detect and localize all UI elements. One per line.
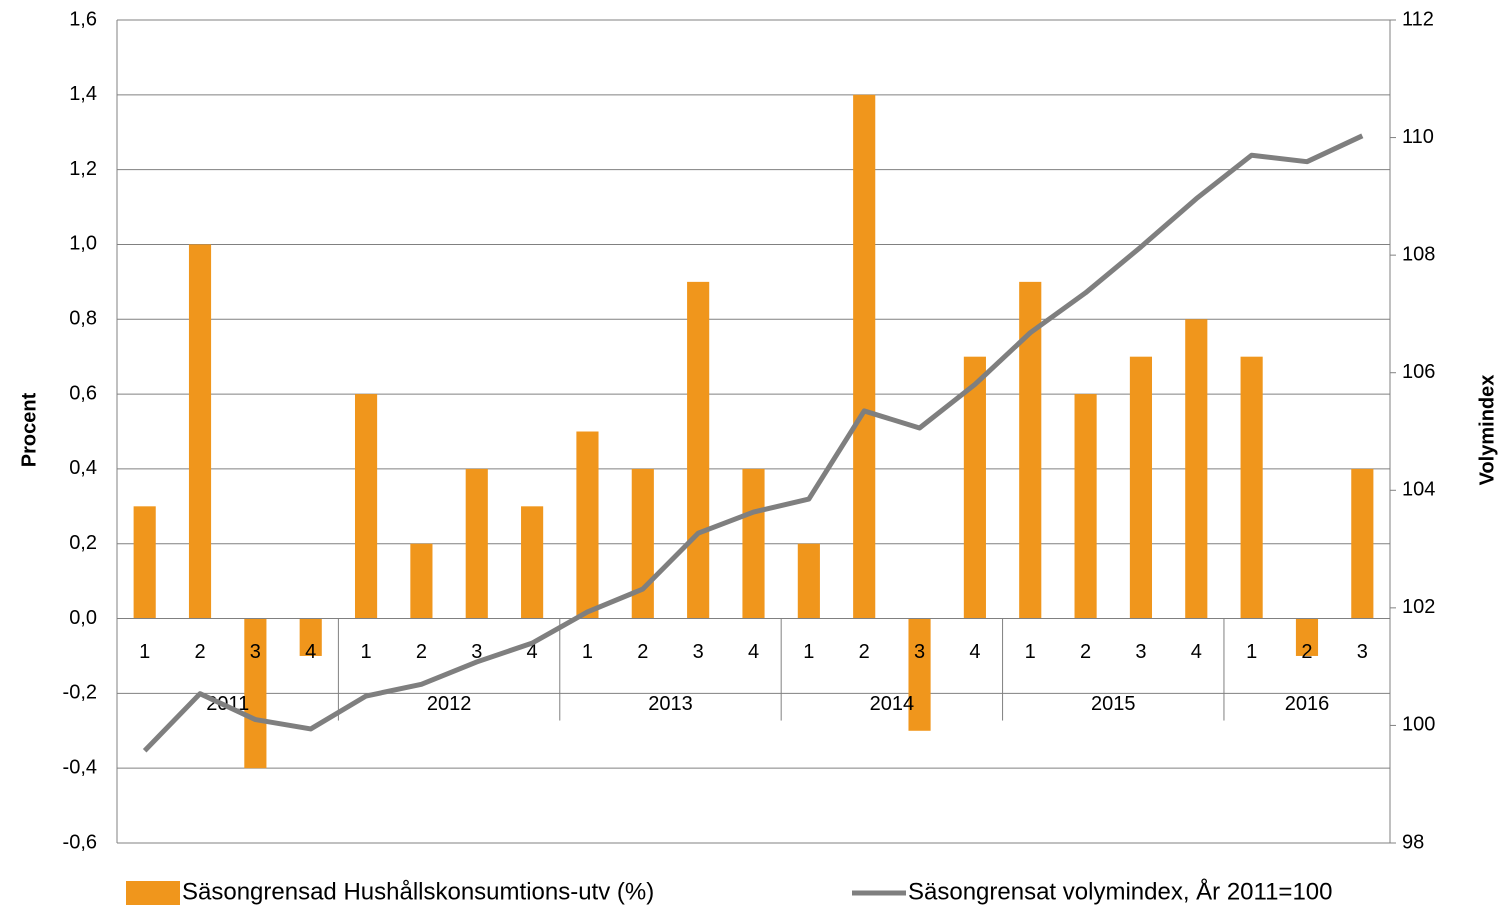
bar — [742, 468, 765, 619]
bar — [133, 506, 156, 619]
x-tick-label: 4 — [748, 641, 759, 663]
y-tick-label: 0,6 — [69, 382, 97, 404]
x-tick-label: 3 — [1135, 641, 1146, 663]
x-tick-label: 4 — [305, 641, 316, 663]
bar — [1019, 281, 1042, 619]
x-tick-label: 4 — [1191, 641, 1202, 663]
x-tick-label: 2 — [1080, 641, 1091, 663]
x-tick-label: 2 — [194, 641, 205, 663]
x-tick-label: 2 — [859, 641, 870, 663]
bar — [576, 431, 599, 619]
bar — [299, 618, 322, 656]
x-tick-label: 4 — [969, 641, 980, 663]
bar — [1185, 319, 1208, 619]
line — [142, 133, 1364, 753]
x-group-label: 2015 — [1091, 693, 1136, 715]
y-tick-label: -0,2 — [63, 682, 97, 704]
y-tick-label: 1,0 — [69, 233, 97, 255]
x-tick-label: 2 — [637, 641, 648, 663]
y2-tick-label: 110 — [1402, 126, 1434, 148]
y2-tick-label: 100 — [1402, 714, 1435, 736]
x-group-label: 2014 — [870, 693, 915, 715]
bar — [1240, 356, 1263, 619]
y-axis-title: Procent — [18, 392, 40, 467]
y2-axis-title: Volymindex — [1476, 375, 1498, 486]
bar — [410, 543, 433, 619]
x-tick-label: 1 — [803, 641, 814, 663]
bar — [797, 543, 820, 619]
bar — [631, 468, 654, 619]
x-tick-label: 3 — [250, 641, 261, 663]
x-tick-label: 1 — [1025, 641, 1036, 663]
y-tick-label: 1,2 — [69, 158, 97, 180]
x-group-label: 2016 — [1285, 693, 1330, 715]
bar — [1351, 468, 1374, 619]
bar — [1074, 394, 1097, 619]
x-tick-label: 1 — [1246, 641, 1257, 663]
bar — [354, 394, 378, 619]
x-tick-label: 3 — [693, 641, 704, 663]
bar — [908, 618, 931, 731]
bar — [465, 468, 488, 619]
x-tick-label: 1 — [582, 641, 593, 663]
bar — [687, 281, 710, 619]
x-tick-label: 2 — [416, 641, 427, 663]
x-tick-label: 1 — [139, 641, 150, 663]
bar — [1129, 356, 1153, 619]
x-tick-label: 3 — [471, 641, 482, 663]
x-tick-label: 1 — [361, 641, 372, 663]
y-tick-label: -0,4 — [63, 756, 97, 778]
y2-tick-label: 104 — [1402, 479, 1435, 501]
y2-tick-label: 108 — [1402, 243, 1435, 265]
y2-tick-label: 102 — [1402, 596, 1435, 618]
y2-tick-label: 112 — [1402, 8, 1434, 30]
y2-tick-label: 98 — [1402, 831, 1424, 853]
bar — [1295, 618, 1319, 656]
x-group-label: 2013 — [648, 693, 693, 715]
x-tick-label: 4 — [527, 641, 538, 663]
legend-label: Säsongrensat volymindex, År 2011=100 — [908, 877, 1333, 905]
legend-label: Säsongrensad Hushållskonsumtions-utv (%) — [182, 878, 654, 905]
y2-tick-label: 106 — [1402, 361, 1435, 383]
y-tick-label: 1,6 — [69, 8, 97, 30]
y-tick-label: 1,4 — [69, 83, 97, 105]
bar — [853, 94, 876, 619]
y-tick-label: 0,4 — [69, 457, 97, 479]
legend-swatch — [126, 881, 180, 905]
y-tick-label: -0,6 — [63, 831, 97, 853]
bar — [521, 506, 544, 619]
y-tick-label: 0,8 — [69, 308, 97, 330]
x-tick-label: 3 — [914, 641, 925, 663]
x-group-label: 2012 — [427, 693, 472, 715]
y-tick-label: 0,0 — [69, 607, 97, 629]
bar — [188, 244, 212, 619]
y-tick-label: 0,2 — [69, 532, 97, 554]
x-tick-label: 3 — [1357, 641, 1368, 663]
bar — [244, 618, 267, 769]
x-tick-label: 2 — [1301, 641, 1312, 663]
bar — [963, 356, 986, 619]
